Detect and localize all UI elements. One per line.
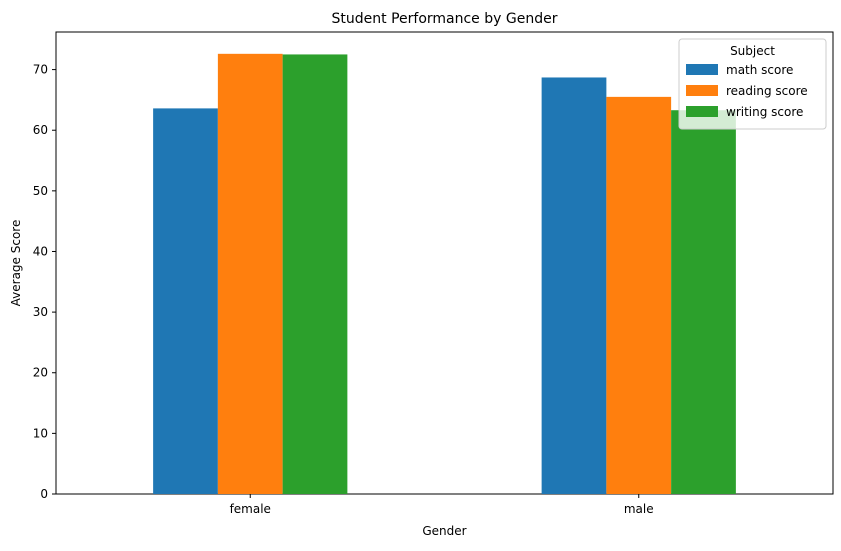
bar-male-writing-score — [671, 110, 736, 495]
bar-female-math-score — [153, 108, 218, 494]
bar-female-writing-score — [282, 54, 348, 494]
y-tick-label: 60 — [33, 123, 48, 137]
bar-female-reading-score — [217, 53, 283, 494]
legend-swatch-reading-score — [686, 85, 718, 96]
legend-title: Subject — [730, 44, 775, 58]
y-tick-label: 30 — [33, 305, 48, 319]
y-axis-label: Average Score — [9, 220, 23, 307]
chart-title: Student Performance by Gender — [332, 11, 558, 27]
y-tick-label: 50 — [33, 184, 48, 198]
plot-area — [55, 31, 834, 495]
y-tick-label: 0 — [40, 487, 48, 501]
y-tick-label: 40 — [33, 244, 48, 258]
x-axis-label: Gender — [422, 524, 466, 538]
bar-male-reading-score — [606, 96, 672, 494]
bar-male-math-score — [541, 77, 607, 494]
x-tick-label: male — [624, 502, 654, 516]
legend-label-writing-score: writing score — [726, 105, 803, 119]
y-tick-label: 10 — [33, 426, 48, 440]
bars-group — [153, 53, 736, 495]
x-ticks-group: female male — [230, 494, 654, 516]
legend-swatch-writing-score — [686, 106, 718, 117]
x-tick-label: female — [230, 502, 271, 516]
y-tick-label: 20 — [33, 366, 48, 380]
y-ticks-group: 0 10 20 30 40 50 60 70 — [33, 63, 56, 501]
y-tick-label: 70 — [33, 63, 48, 77]
legend-swatch-math-score — [686, 64, 718, 75]
legend-label-reading-score: reading score — [726, 84, 808, 98]
legend-label-math-score: math score — [726, 63, 793, 77]
legend-items: math score reading score writing score — [686, 63, 808, 119]
legend: Subject math score reading score writing s… — [678, 38, 827, 130]
